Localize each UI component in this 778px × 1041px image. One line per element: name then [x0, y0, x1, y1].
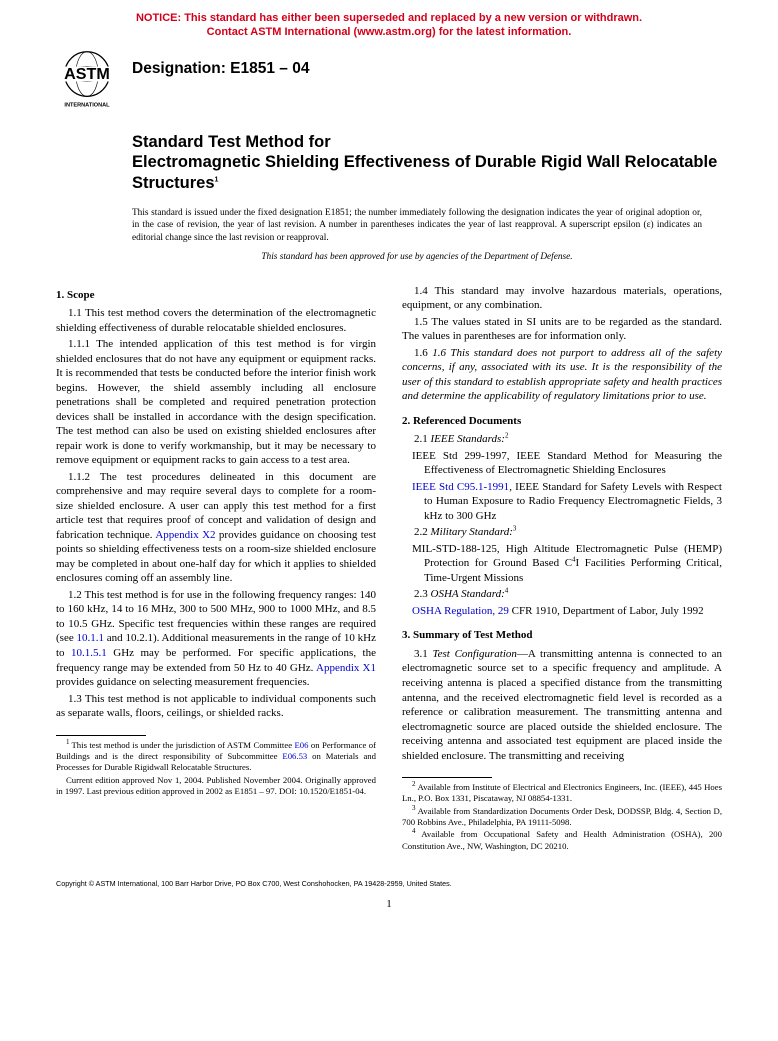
scope-heading: 1. Scope: [56, 288, 376, 303]
committee-e06-link[interactable]: E06: [294, 740, 308, 750]
ref-ieee-299: IEEE Std 299-1997, IEEE Standard Method …: [402, 449, 722, 478]
ref-10-1-5-1-link[interactable]: 10.1.5.1: [71, 647, 107, 659]
osha-label: OSHA Standard:: [431, 588, 505, 600]
text-span: 1.6 This standard does not purport to ad…: [402, 347, 722, 403]
svg-text:ASTM: ASTM: [64, 65, 110, 83]
text-span: Available from Standardization Documents…: [402, 806, 722, 827]
notice-line-2: Contact ASTM International (www.astm.org…: [207, 26, 572, 38]
svg-text:INTERNATIONAL: INTERNATIONAL: [64, 102, 110, 108]
ref-milstd-188-125: MIL-STD-188-125, High Altitude Electroma…: [402, 542, 722, 586]
para-1-5: 1.5 The values stated in SI units are to…: [402, 315, 722, 344]
footnotes-right: 2 Available from Institute of Electrical…: [402, 782, 722, 852]
footnote-rule-left: [56, 735, 146, 736]
ref-osha: OSHA Regulation, 29 CFR 1910, Department…: [402, 604, 722, 619]
footnote-rule-right: [402, 777, 492, 778]
ref-ieee-c95: IEEE Std C95.1-1991, IEEE Standard for S…: [402, 480, 722, 524]
notice-line-1: NOTICE: This standard has either been su…: [136, 12, 642, 24]
para-1-6: 1.6 1.6 This standard does not purport t…: [402, 346, 722, 404]
dod-approval-note: This standard has been approved for use …: [132, 252, 722, 262]
para-3-1: 3.1 Test Configuration—A transmitting an…: [402, 647, 722, 763]
history-note: This standard is issued under the fixed …: [132, 207, 722, 243]
left-column: 1. Scope 1.1 This test method covers the…: [56, 284, 376, 853]
text-span: This test method is under the jurisdicti…: [72, 740, 295, 750]
para-1-2: 1.2 This test method is for use in the f…: [56, 588, 376, 690]
para-1-4: 1.4 This standard may involve hazardous …: [402, 284, 722, 313]
document-page: NOTICE: This standard has either been su…: [0, 0, 778, 930]
ieee-label: IEEE Standards:: [431, 433, 505, 445]
text-span: provides guidance on selecting measureme…: [56, 676, 310, 688]
astm-logo: ASTM INTERNATIONAL: [56, 48, 118, 110]
footnotes-left: 1 This test method is under the jurisdic…: [56, 740, 376, 798]
title-main: Electromagnetic Shielding Effectiveness …: [132, 152, 722, 193]
footnote-1-edition: Current edition approved Nov 1, 2004. Pu…: [56, 775, 376, 798]
subcommittee-e06-53-link[interactable]: E06.53: [282, 751, 307, 761]
copyright-line: Copyright © ASTM International, 100 Barr…: [56, 879, 722, 888]
title-footnote-ref: 1: [215, 176, 219, 183]
supersession-notice: NOTICE: This standard has either been su…: [56, 12, 722, 40]
text-span: CFR 1910, Department of Labor, July 1992: [509, 605, 704, 617]
appendix-x1-link[interactable]: Appendix X1: [316, 662, 376, 674]
text-span: —A transmitting antenna is connected to …: [402, 648, 722, 762]
para-1-1-2: 1.1.2 The test procedures delineated in …: [56, 470, 376, 586]
title-text: Electromagnetic Shielding Effectiveness …: [132, 153, 717, 192]
right-column: 1.4 This standard may involve hazardous …: [402, 284, 722, 853]
para-1-1-1: 1.1.1 The intended application of this t…: [56, 337, 376, 468]
ref-2-3: 2.3 OSHA Standard:4: [402, 587, 722, 602]
ref-2-2: 2.2 Military Standard:3: [402, 525, 722, 540]
text-span: 2.3: [414, 588, 431, 600]
footnote-4: 4 Available from Occupational Safety and…: [402, 829, 722, 852]
body-columns: 1. Scope 1.1 This test method covers the…: [56, 284, 722, 853]
page-number: 1: [56, 898, 722, 910]
para-1-1: 1.1 This test method covers the determin…: [56, 306, 376, 335]
appendix-x2-link[interactable]: Appendix X2: [155, 529, 215, 541]
ref-2-1: 2.1 IEEE Standards:2: [402, 432, 722, 447]
ieee-c95-link[interactable]: IEEE Std C95.1-1991: [412, 481, 509, 493]
para-1-3: 1.3 This test method is not applicable t…: [56, 692, 376, 721]
osha-regulation-link[interactable]: OSHA Regulation, 29: [412, 605, 509, 617]
text-span: 2.2: [414, 526, 431, 538]
refdocs-heading: 2. Referenced Documents: [402, 414, 722, 429]
text-span: Available from Institute of Electrical a…: [402, 782, 722, 803]
test-config-label: Test Configuration: [433, 648, 517, 660]
header-row: ASTM INTERNATIONAL Designation: E1851 – …: [56, 48, 722, 110]
footnote-3: 3 Available from Standardization Documen…: [402, 806, 722, 829]
footnote-2: 2 Available from Institute of Electrical…: [402, 782, 722, 805]
ref-10-1-1-link[interactable]: 10.1.1: [77, 632, 105, 644]
footnote-1: 1 This test method is under the jurisdic…: [56, 740, 376, 774]
text-span: 3.1: [414, 648, 433, 660]
designation-line: Designation: E1851 – 04: [132, 60, 309, 78]
text-span: Available from Occupational Safety and H…: [402, 829, 722, 850]
title-prefix: Standard Test Method for: [132, 132, 722, 153]
title-block: Standard Test Method for Electromagnetic…: [132, 132, 722, 194]
milstd-label: Military Standard:: [431, 526, 513, 538]
summary-heading: 3. Summary of Test Method: [402, 628, 722, 643]
text-span: 2.1: [414, 433, 431, 445]
